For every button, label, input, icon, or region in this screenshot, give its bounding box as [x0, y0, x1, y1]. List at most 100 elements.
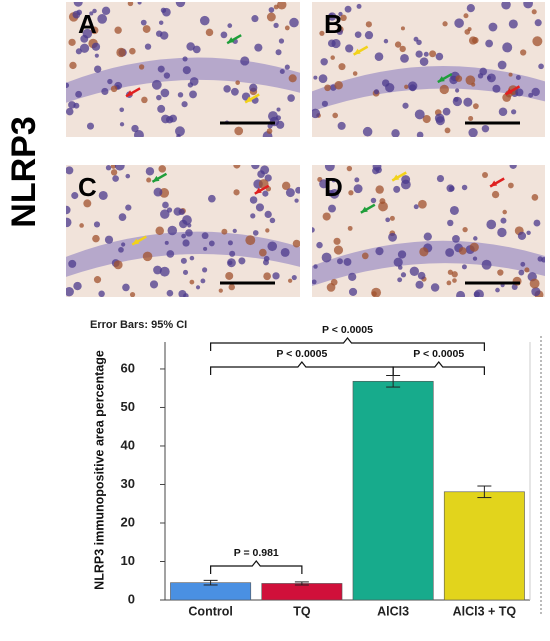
cell — [227, 23, 233, 28]
cell — [389, 215, 395, 221]
cell — [284, 25, 290, 31]
cell — [354, 31, 362, 39]
cell — [131, 124, 139, 133]
cell — [68, 259, 77, 268]
cell — [338, 63, 346, 71]
cell — [110, 85, 118, 93]
cell — [371, 291, 377, 297]
cell — [101, 6, 111, 16]
cell — [251, 165, 260, 170]
cell — [161, 114, 170, 124]
cell — [508, 72, 513, 77]
cell — [316, 241, 323, 249]
cell — [186, 42, 195, 51]
cell — [320, 58, 328, 66]
cell — [446, 280, 452, 286]
cell — [177, 92, 184, 98]
significance-bracket — [392, 361, 485, 375]
cell — [278, 38, 285, 44]
cell — [508, 19, 518, 29]
cell — [264, 210, 272, 219]
cell — [481, 259, 492, 270]
cell — [402, 102, 409, 109]
cell — [354, 177, 360, 183]
cell — [531, 287, 541, 297]
x-tick-label: AlCl3 + TQ — [453, 604, 517, 618]
micrograph: A — [66, 2, 300, 137]
cell — [515, 74, 521, 80]
x-tick-label: Control — [188, 604, 232, 618]
cell — [208, 194, 216, 203]
cell — [423, 51, 429, 57]
cell — [205, 28, 214, 37]
cell — [133, 130, 144, 137]
y-tick-label: 30 — [121, 476, 135, 491]
cell — [179, 219, 188, 229]
cell — [66, 82, 70, 88]
micrograph-content — [66, 165, 300, 297]
cell — [456, 290, 466, 297]
y-tick-label: 40 — [121, 437, 135, 452]
arrow-head — [227, 37, 235, 44]
cell — [497, 269, 504, 276]
cell — [116, 47, 126, 58]
cell — [429, 50, 437, 58]
cell — [166, 289, 174, 297]
cell — [365, 21, 372, 28]
cell — [202, 267, 208, 273]
cell — [345, 44, 354, 53]
cell — [228, 283, 235, 291]
significance-label: P = 0.981 — [234, 547, 279, 559]
cell — [238, 257, 246, 265]
cell — [163, 72, 171, 79]
arrow-head — [245, 96, 253, 103]
cell — [119, 122, 125, 127]
cell — [72, 10, 81, 19]
x-tick-label: AlCl3 — [377, 604, 409, 618]
cell — [453, 96, 459, 102]
cell — [113, 260, 123, 270]
panel-label: B — [324, 9, 343, 39]
cell — [71, 192, 79, 200]
cell — [266, 12, 276, 22]
cell — [333, 237, 341, 245]
cell — [375, 166, 382, 174]
cell — [275, 49, 282, 56]
cell — [189, 77, 199, 86]
micrograph: B — [312, 2, 545, 137]
bar — [352, 380, 434, 601]
cell — [269, 217, 276, 224]
cell — [79, 223, 84, 228]
cell — [472, 256, 478, 261]
cell — [160, 88, 170, 98]
cell — [502, 93, 512, 102]
cell — [347, 225, 353, 231]
cell — [336, 28, 343, 35]
cell — [541, 257, 545, 263]
chart-subtitle: Error Bars: 95% CI — [90, 319, 187, 331]
cell — [385, 217, 391, 223]
cell — [423, 232, 432, 241]
cell — [277, 2, 287, 10]
y-tick-label: 10 — [121, 553, 135, 568]
cell — [518, 269, 525, 276]
cell — [434, 113, 445, 123]
cell — [287, 94, 295, 102]
cell — [467, 27, 472, 32]
cell — [313, 75, 318, 80]
panel-label: A — [78, 9, 97, 39]
bar-chart: Error Bars: 95% CI NLRP3 immunopositive … — [90, 319, 542, 618]
cell — [400, 26, 405, 31]
cell — [324, 165, 335, 172]
cell — [275, 115, 282, 121]
cell — [511, 109, 517, 115]
cell — [195, 285, 201, 290]
cell — [362, 126, 373, 137]
cell — [375, 247, 384, 256]
cell — [127, 2, 134, 7]
cell — [220, 31, 228, 39]
micrograph-content — [312, 165, 545, 297]
cell — [218, 288, 223, 293]
cell — [442, 21, 448, 27]
cell — [479, 67, 488, 76]
